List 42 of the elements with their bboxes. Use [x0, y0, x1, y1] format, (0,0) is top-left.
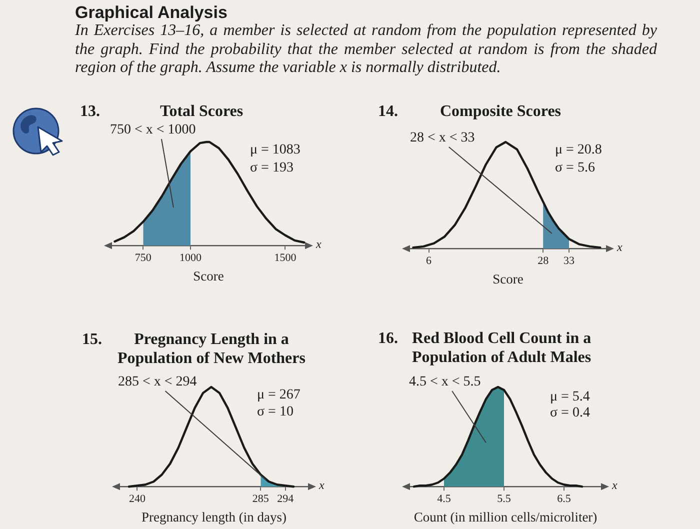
x-tick-label: 33: [564, 255, 576, 268]
annotation: σ = 5.6: [555, 160, 595, 176]
x-tick-label: 240: [128, 493, 146, 506]
x-axis-title: Count (in million cells/microliter): [414, 509, 598, 524]
chart-title: Total Scores: [160, 102, 244, 121]
x-tick-label: 750: [134, 252, 152, 264]
text: Graphical Analysis: [75, 3, 228, 22]
x-axis-title: Score: [492, 271, 524, 286]
chart-title: Composite Scores: [440, 102, 562, 121]
x-tick-label: 4.5: [437, 493, 452, 506]
text: 14.: [378, 103, 398, 120]
annotation: σ = 0.4: [550, 406, 590, 421]
text: 13.: [80, 103, 100, 120]
annotation: σ = 193: [250, 160, 294, 176]
annotation: 4.5 < x < 5.5: [409, 374, 481, 390]
x-tick-label: 1500: [274, 252, 297, 264]
text: In Exercises 13–16, a member is selected at random from the population represented by the graph. Find the probability that the member selected at random is from the shaded region of the graph. Assume the variable x is normally distributed.: [75, 22, 657, 78]
x-tick-label: 6.5: [557, 493, 572, 506]
text: x: [318, 478, 325, 492]
x-axis-title: Score: [193, 268, 224, 284]
chart-title: Pregnancy Length in a Population of New Mothers: [116, 330, 306, 368]
annotation: μ = 267: [257, 388, 300, 403]
x-axis-title: Pregnancy length (in days): [141, 509, 287, 524]
annotation: μ = 1083: [250, 142, 300, 158]
annotation: σ = 10: [257, 404, 294, 420]
x-tick-label: 294: [277, 493, 294, 506]
x-tick-label: 28: [538, 255, 550, 268]
annotation: μ = 20.8: [555, 142, 602, 158]
annotation: 28 < x < 33: [410, 130, 475, 146]
x-tick-label: 285: [252, 493, 270, 506]
text: 750 < x < 1000: [110, 122, 196, 138]
annotation: 285 < x < 294: [118, 374, 197, 390]
chart-title: Red Blood Cell Count in a Population of Adult Males: [412, 329, 592, 367]
text: x: [611, 478, 618, 492]
text: 15.: [82, 331, 102, 348]
x-tick-label: 5.5: [497, 493, 512, 506]
x-tick-label: 6: [426, 255, 432, 268]
x-tick-label: 1000: [180, 252, 202, 264]
text: 16.: [378, 330, 398, 348]
annotation: μ = 5.4: [550, 390, 590, 405]
text: x: [315, 236, 322, 251]
text: x: [616, 240, 623, 254]
